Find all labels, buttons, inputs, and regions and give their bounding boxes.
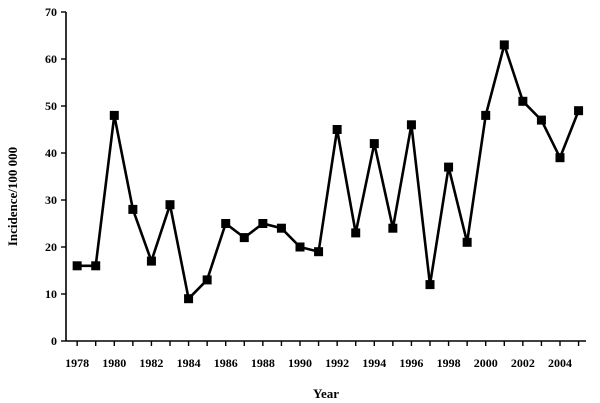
x-tick-label: 1986 xyxy=(214,356,238,370)
series-line xyxy=(77,40,580,302)
data-point xyxy=(276,223,286,233)
data-point xyxy=(388,223,398,233)
data-point xyxy=(239,233,249,243)
x-tick-label: 2002 xyxy=(511,356,535,370)
data-point xyxy=(555,153,565,163)
data-point xyxy=(72,261,82,271)
data-point xyxy=(425,280,435,290)
data-point xyxy=(221,219,231,228)
data-point xyxy=(202,275,212,285)
data-point xyxy=(146,256,156,266)
y-tick-label: 50 xyxy=(45,99,57,113)
y-tick-label: 10 xyxy=(45,287,57,301)
data-point xyxy=(574,106,584,116)
y-tick-label: 30 xyxy=(45,193,57,207)
data-point xyxy=(462,237,472,247)
data-point xyxy=(184,294,194,304)
data-point xyxy=(351,228,361,238)
x-tick-label: 2000 xyxy=(474,356,498,370)
data-point xyxy=(518,96,528,106)
axes xyxy=(65,12,586,342)
data-point xyxy=(332,125,342,134)
x-tick-label: 1988 xyxy=(251,356,275,370)
y-axis-title: Incidence/100 000 xyxy=(5,147,20,246)
x-tick-label: 1984 xyxy=(177,356,201,370)
x-tick-label: 1980 xyxy=(102,356,126,370)
data-point xyxy=(91,261,101,271)
data-point xyxy=(258,219,268,228)
x-axis-title: Year xyxy=(313,386,339,401)
x-axis-ticks: 1978 1980 1982 1984 1986 1988 1990 1992 1994 1996… xyxy=(65,341,580,370)
x-tick-label: 1990 xyxy=(288,356,312,370)
y-tick-label: 60 xyxy=(45,52,57,66)
y-axis-ticks: 0 10 20 30 40 50 60 70 xyxy=(45,5,66,348)
data-point xyxy=(314,247,324,257)
data-point xyxy=(536,115,546,125)
y-tick-label: 40 xyxy=(45,146,57,160)
series-group xyxy=(72,40,584,304)
y-tick-label: 20 xyxy=(45,240,57,254)
data-point xyxy=(481,110,491,120)
data-point xyxy=(444,162,454,172)
data-point xyxy=(165,200,175,210)
x-tick-label: 1978 xyxy=(65,356,89,370)
y-tick-label: 0 xyxy=(51,334,57,348)
y-tick-label: 70 xyxy=(45,5,57,19)
data-point xyxy=(295,242,305,252)
data-point xyxy=(109,110,119,120)
x-tick-label: 1994 xyxy=(362,356,386,370)
data-point xyxy=(499,40,509,50)
x-tick-label: 1992 xyxy=(325,356,349,370)
data-point xyxy=(369,139,379,149)
x-tick-label: 2004 xyxy=(548,356,572,370)
x-tick-label: 1982 xyxy=(139,356,163,370)
data-point xyxy=(406,120,416,130)
data-point xyxy=(128,204,138,214)
x-tick-label: 1996 xyxy=(399,356,423,370)
x-tick-label: 1998 xyxy=(437,356,461,370)
